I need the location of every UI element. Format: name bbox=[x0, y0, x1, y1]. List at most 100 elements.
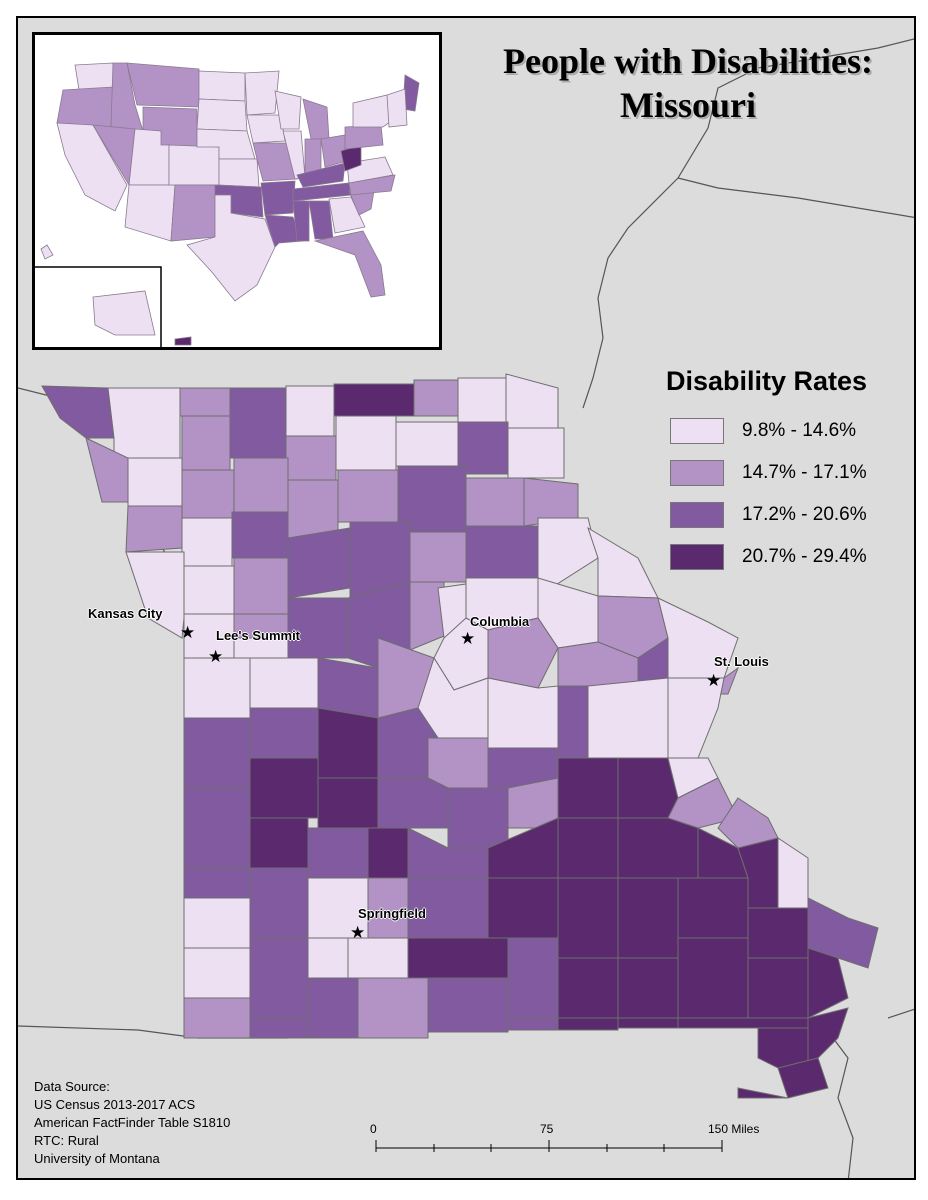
county bbox=[231, 511, 289, 559]
state-ak bbox=[92, 290, 156, 336]
star-icon: ★ bbox=[350, 923, 366, 942]
map-frame: People with Disabilities: Missouri Disab… bbox=[16, 16, 916, 1180]
county bbox=[487, 617, 559, 689]
state-az bbox=[124, 184, 176, 242]
state-or bbox=[56, 86, 114, 128]
county bbox=[249, 1017, 309, 1039]
county bbox=[747, 957, 809, 1019]
county bbox=[617, 817, 699, 879]
us-inset-map bbox=[35, 62, 420, 347]
county bbox=[487, 677, 559, 749]
data-source: Data Source: US Census 2013-2017 ACS Ame… bbox=[34, 1078, 230, 1168]
scale-label-0: 0 bbox=[370, 1122, 377, 1136]
county bbox=[377, 777, 449, 829]
county bbox=[335, 415, 397, 471]
county bbox=[125, 551, 185, 639]
state-ks bbox=[218, 158, 260, 188]
county bbox=[249, 757, 319, 819]
state-ky bbox=[296, 162, 346, 188]
state-nd bbox=[198, 70, 246, 102]
county bbox=[183, 997, 251, 1039]
missouri-counties bbox=[41, 373, 879, 1099]
county bbox=[667, 777, 739, 829]
map-canvas bbox=[18, 38, 914, 1178]
county bbox=[179, 387, 231, 417]
county bbox=[667, 677, 725, 759]
county bbox=[307, 977, 359, 1039]
county bbox=[183, 717, 251, 789]
state-id bbox=[110, 62, 144, 132]
state-mn bbox=[244, 70, 280, 116]
county bbox=[507, 937, 559, 1019]
county bbox=[427, 737, 489, 789]
legend-title: Disability Rates bbox=[666, 366, 868, 396]
state-ga bbox=[328, 196, 366, 234]
source-line: US Census 2013-2017 ACS bbox=[34, 1097, 196, 1112]
legend-label: 20.7% - 29.4% bbox=[742, 546, 867, 567]
state-mo bbox=[252, 142, 298, 182]
county bbox=[285, 435, 337, 481]
county bbox=[557, 685, 589, 759]
city-label-kansas-city: Kansas City bbox=[88, 606, 163, 621]
county bbox=[465, 477, 525, 527]
county bbox=[333, 383, 415, 417]
county bbox=[347, 937, 409, 979]
state-mt bbox=[126, 62, 200, 108]
source-line: RTC: Rural bbox=[34, 1133, 99, 1148]
county bbox=[557, 817, 619, 879]
county bbox=[249, 867, 309, 939]
county bbox=[41, 385, 115, 439]
city-label-lees-summit: Lee's Summit bbox=[216, 628, 301, 643]
county bbox=[183, 787, 251, 869]
state-pa bbox=[344, 124, 384, 150]
map-title-line-2: Missouri bbox=[619, 85, 756, 125]
county bbox=[507, 1017, 559, 1031]
county bbox=[249, 937, 309, 1019]
state-hi bbox=[40, 244, 54, 260]
state-nm bbox=[170, 184, 216, 242]
scale-label-75: 75 bbox=[540, 1122, 554, 1136]
star-icon: ★ bbox=[208, 647, 224, 666]
legend-label: 17.2% - 20.6% bbox=[742, 504, 867, 525]
territory-pr bbox=[174, 336, 192, 346]
county bbox=[617, 757, 679, 819]
city-label-st-louis: St. Louis bbox=[714, 654, 769, 669]
county bbox=[587, 677, 669, 759]
county bbox=[249, 817, 309, 869]
county bbox=[357, 977, 429, 1039]
county bbox=[465, 525, 539, 579]
county bbox=[807, 1007, 849, 1070]
county bbox=[617, 1017, 679, 1029]
state-tx bbox=[186, 194, 276, 302]
scale-bar bbox=[375, 1140, 723, 1152]
county bbox=[183, 657, 251, 719]
state-wi bbox=[274, 90, 302, 130]
state-al bbox=[308, 200, 334, 240]
county bbox=[233, 457, 289, 513]
county bbox=[427, 977, 509, 1033]
county bbox=[557, 1017, 619, 1031]
county bbox=[337, 469, 399, 523]
river-east bbox=[887, 1008, 914, 1019]
county bbox=[183, 867, 251, 899]
county bbox=[677, 937, 749, 1019]
county bbox=[617, 957, 679, 1019]
county bbox=[367, 827, 409, 879]
star-icon: ★ bbox=[180, 623, 196, 642]
county bbox=[457, 377, 507, 423]
county bbox=[125, 505, 183, 553]
star-icon: ★ bbox=[706, 671, 722, 690]
county bbox=[317, 777, 379, 829]
us-inset-frame bbox=[32, 32, 442, 350]
state-new-england bbox=[386, 88, 408, 128]
state-co bbox=[168, 144, 220, 186]
state-la bbox=[264, 214, 304, 248]
county bbox=[233, 557, 289, 615]
legend-swatch bbox=[670, 544, 724, 570]
county bbox=[487, 877, 559, 939]
county bbox=[747, 907, 809, 959]
legend-swatch bbox=[670, 502, 724, 528]
county bbox=[229, 387, 287, 459]
county bbox=[183, 897, 251, 949]
star-icon: ★ bbox=[460, 629, 476, 648]
